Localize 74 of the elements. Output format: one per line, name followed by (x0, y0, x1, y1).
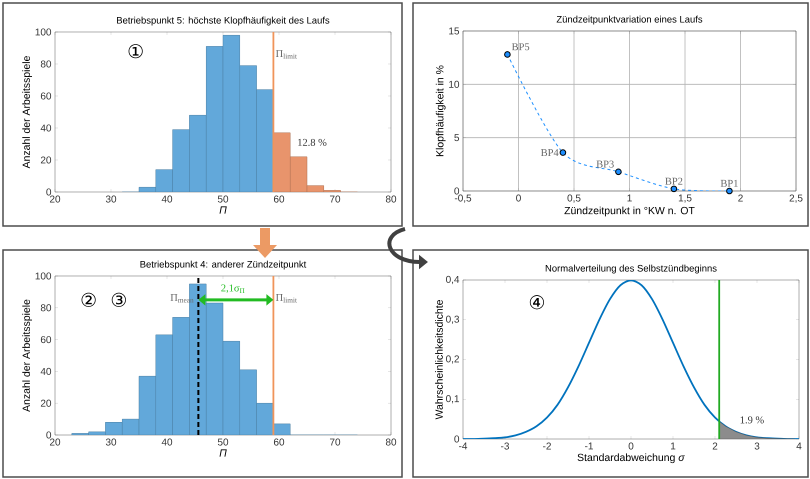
x-axis-title: Zündzeitpunkt in °KW n. OT (564, 206, 695, 216)
x-tick-label: 2 (712, 442, 718, 450)
y-tick-label: 5 (454, 134, 460, 142)
y-axis-title: Klopfhäufigkeit in % (436, 65, 446, 156)
x-tick-label: 50 (218, 196, 228, 203)
x-axis-title: Π (220, 206, 227, 214)
annotation: BP1 (720, 180, 738, 187)
x-tick-label: 80 (386, 438, 396, 446)
x-tick-label: 1 (628, 194, 632, 202)
y-tick-label: 0 (46, 188, 52, 196)
y-tick-label: 20 (40, 400, 52, 407)
y-tick-label: 10 (449, 80, 460, 88)
annotation: ③ (112, 292, 126, 307)
x-tick-label: 40 (162, 196, 172, 203)
annotation: 2,1σ$_{Π}$ (221, 284, 245, 293)
x-tick-label: 70 (330, 438, 340, 446)
annotation: BP5 (512, 43, 530, 50)
ref-line-label: Π$_{limit}$ (276, 50, 297, 59)
y-tick-label: 20 (40, 156, 52, 164)
x-tick-label: 60 (274, 438, 284, 446)
x-tick-label: -3 (501, 442, 510, 450)
x-tick-label: -4 (459, 442, 468, 450)
annotation: BP2 (665, 178, 682, 185)
annotation: BP4 (540, 149, 559, 156)
y-tick-label: 15 (449, 28, 460, 34)
y-tick-label: 0,2 (446, 355, 459, 364)
x-tick-label: 0 (628, 442, 634, 450)
y-tick-label: 0,3 (446, 316, 460, 324)
chart-title: Betriebspunkt 4: anderer Zündzeitpunkt (140, 260, 306, 270)
x-tick-label: -2 (543, 442, 551, 450)
x-tick-label: -0,5 (454, 194, 472, 203)
x-tick-label: 30 (106, 196, 116, 203)
y-tick-label: 0,1 (446, 395, 460, 404)
y-axis-title: Anzahl der Arbeitsspiele (22, 56, 32, 168)
x-tick-label: 60 (274, 196, 284, 203)
y-axis-title: Wahrscheinlichkeitsdichte (435, 300, 443, 420)
y-tick-label: 0 (454, 187, 460, 195)
x-axis-title: Π (220, 449, 227, 457)
annotation: ④ (530, 295, 544, 310)
x-tick-label: 30 (106, 438, 116, 446)
chart-title: Normalverteilung des Selbstzündbeginns (546, 264, 717, 274)
x-tick-label: 1,5 (678, 194, 692, 203)
x-tick-label: 3 (754, 442, 760, 450)
annotation: BP3 (596, 160, 614, 168)
x-axis-title: Standardabweichung σ (578, 453, 685, 464)
y-tick-label: 40 (40, 124, 52, 132)
x-tick-label: 1 (671, 442, 676, 450)
y-tick-label: 0 (46, 431, 52, 439)
x-tick-label: -1 (585, 442, 593, 450)
x-tick-label: 80 (386, 196, 396, 203)
y-tick-label: 60 (40, 336, 52, 344)
chart-title: Betriebspunkt 5: höchste Klopfhäufigkeit des Laufs (117, 16, 330, 26)
y-tick-label: 0,4 (446, 276, 460, 284)
y-tick-label: 100 (36, 28, 52, 36)
x-tick-label: 0 (516, 194, 521, 202)
y-axis-title: Anzahl der Arbeitsspiele (22, 300, 32, 412)
annotation: ① (128, 44, 143, 58)
y-tick-label: 80 (40, 60, 52, 68)
x-tick-label: 50 (218, 438, 228, 446)
x-tick-label: 2,5 (790, 194, 803, 203)
x-tick-label: 2 (738, 194, 743, 202)
y-tick-label: 100 (36, 272, 52, 280)
ref-line-label: Π$_{limit}$ (276, 294, 297, 303)
y-tick-label: 40 (40, 368, 52, 375)
annotation: 1.9 % (740, 416, 764, 424)
y-tick-label: 60 (40, 92, 52, 100)
annotation: 12.8 % (298, 138, 326, 146)
annotation: ② (82, 292, 96, 307)
x-tick-label: 4 (796, 442, 802, 450)
y-tick-label: 80 (40, 304, 52, 312)
x-tick-label: 0,5 (567, 194, 581, 203)
x-tick-label: 40 (162, 438, 172, 446)
x-tick-label: 70 (330, 196, 340, 203)
chart-title: Zündzeitpunktvariation eines Laufs (556, 16, 702, 25)
